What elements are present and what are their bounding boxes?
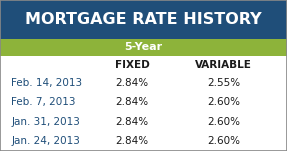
Text: Feb. 7, 2013: Feb. 7, 2013 xyxy=(11,97,76,107)
Text: 2.55%: 2.55% xyxy=(207,78,241,88)
Bar xyxy=(0,39,287,56)
Text: 2.84%: 2.84% xyxy=(115,117,149,127)
Text: Feb. 14, 2013: Feb. 14, 2013 xyxy=(11,78,83,88)
Text: 2.84%: 2.84% xyxy=(115,97,149,107)
Text: 2.60%: 2.60% xyxy=(208,117,240,127)
Text: 2.60%: 2.60% xyxy=(208,136,240,146)
Text: VARIABLE: VARIABLE xyxy=(195,59,252,70)
Text: 2.84%: 2.84% xyxy=(115,78,149,88)
Text: 2.84%: 2.84% xyxy=(115,136,149,146)
Text: FIXED: FIXED xyxy=(115,59,150,70)
Text: 2.60%: 2.60% xyxy=(208,97,240,107)
Bar xyxy=(0,56,287,73)
Bar xyxy=(0,0,287,39)
Text: Jan. 24, 2013: Jan. 24, 2013 xyxy=(11,136,80,146)
Text: MORTGAGE RATE HISTORY: MORTGAGE RATE HISTORY xyxy=(25,12,262,27)
Text: Jan. 31, 2013: Jan. 31, 2013 xyxy=(11,117,80,127)
Text: 5-Year: 5-Year xyxy=(125,42,162,52)
Bar xyxy=(0,73,287,151)
